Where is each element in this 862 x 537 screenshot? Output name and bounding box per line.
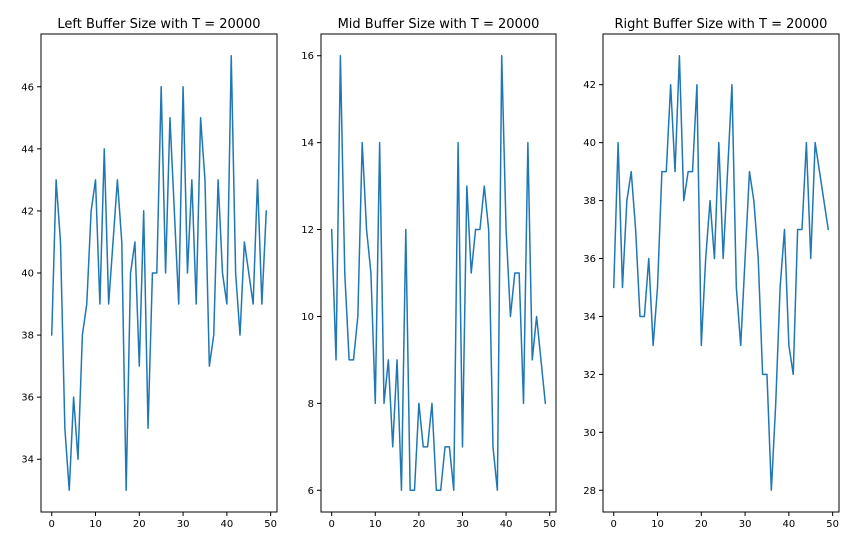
mid-x-tick-label: 30 bbox=[456, 519, 469, 530]
mid-x-tick-label: 50 bbox=[543, 519, 556, 530]
right-y-tick-label: 38 bbox=[583, 196, 596, 207]
left-x-tick-label: 20 bbox=[133, 519, 146, 530]
mid-y-tick-label: 14 bbox=[301, 138, 314, 149]
right-x-tick-label: 50 bbox=[826, 519, 839, 530]
left-chart: Left Buffer Size with T = 20000 0 10 20 30 40… bbox=[21, 17, 278, 530]
right-y-tick-label: 34 bbox=[583, 312, 596, 323]
left-x-tick-label: 10 bbox=[89, 519, 102, 530]
left-y-tick-label: 40 bbox=[21, 269, 34, 280]
right-y-tick-label: 30 bbox=[583, 428, 596, 439]
left-x-tick-label: 0 bbox=[49, 519, 55, 530]
right-x-tick-label: 10 bbox=[651, 519, 664, 530]
left-y-tick-label: 38 bbox=[21, 331, 34, 342]
right-chart-title: Right Buffer Size with T = 20000 bbox=[615, 17, 828, 32]
mid-axes-frame bbox=[320, 33, 557, 513]
mid-y-tick-label: 12 bbox=[301, 225, 314, 236]
right-y-tick-label: 40 bbox=[583, 138, 596, 149]
left-x-tick-label: 40 bbox=[220, 519, 233, 530]
left-chart-title: Left Buffer Size with T = 20000 bbox=[57, 17, 260, 32]
right-x-tick-label: 40 bbox=[782, 519, 795, 530]
left-x-tick-label: 30 bbox=[177, 519, 190, 530]
left-y-tick-label: 36 bbox=[21, 393, 34, 404]
mid-y-tick-label: 6 bbox=[308, 486, 314, 497]
right-y-tick-label: 32 bbox=[583, 370, 596, 381]
left-y-tick-label: 42 bbox=[21, 206, 34, 217]
mid-y-tick-label: 10 bbox=[301, 312, 314, 323]
mid-chart: Mid Buffer Size with T = 20000 0 10 20 30 40 5… bbox=[301, 17, 557, 530]
left-y-tick-label: 34 bbox=[21, 455, 34, 466]
left-x-tick-label: 50 bbox=[264, 519, 277, 530]
right-chart: Right Buffer Size with T = 20000 0 10 20 30 4… bbox=[583, 17, 840, 530]
mid-x-tick-label: 20 bbox=[413, 519, 426, 530]
right-axes-frame bbox=[602, 33, 840, 513]
mid-x-tick-label: 0 bbox=[328, 519, 334, 530]
right-x-tick-label: 20 bbox=[695, 519, 708, 530]
right-y-tick-label: 42 bbox=[583, 80, 596, 91]
mid-x-tick-label: 40 bbox=[500, 519, 513, 530]
mid-series-line bbox=[330, 54, 547, 492]
right-y-tick-label: 36 bbox=[583, 254, 596, 265]
right-x-tick-label: 30 bbox=[739, 519, 752, 530]
right-series-line bbox=[612, 54, 830, 492]
mid-y-tick-label: 8 bbox=[308, 399, 314, 410]
mid-chart-title: Mid Buffer Size with T = 20000 bbox=[338, 17, 540, 32]
left-y-tick-label: 46 bbox=[21, 82, 34, 93]
left-series-line bbox=[50, 54, 268, 492]
right-y-tick-label: 28 bbox=[583, 486, 596, 497]
left-y-tick-label: 44 bbox=[21, 144, 34, 155]
mid-x-tick-label: 10 bbox=[369, 519, 382, 530]
mid-y-tick-label: 16 bbox=[301, 51, 314, 62]
right-x-tick-label: 0 bbox=[611, 519, 617, 530]
